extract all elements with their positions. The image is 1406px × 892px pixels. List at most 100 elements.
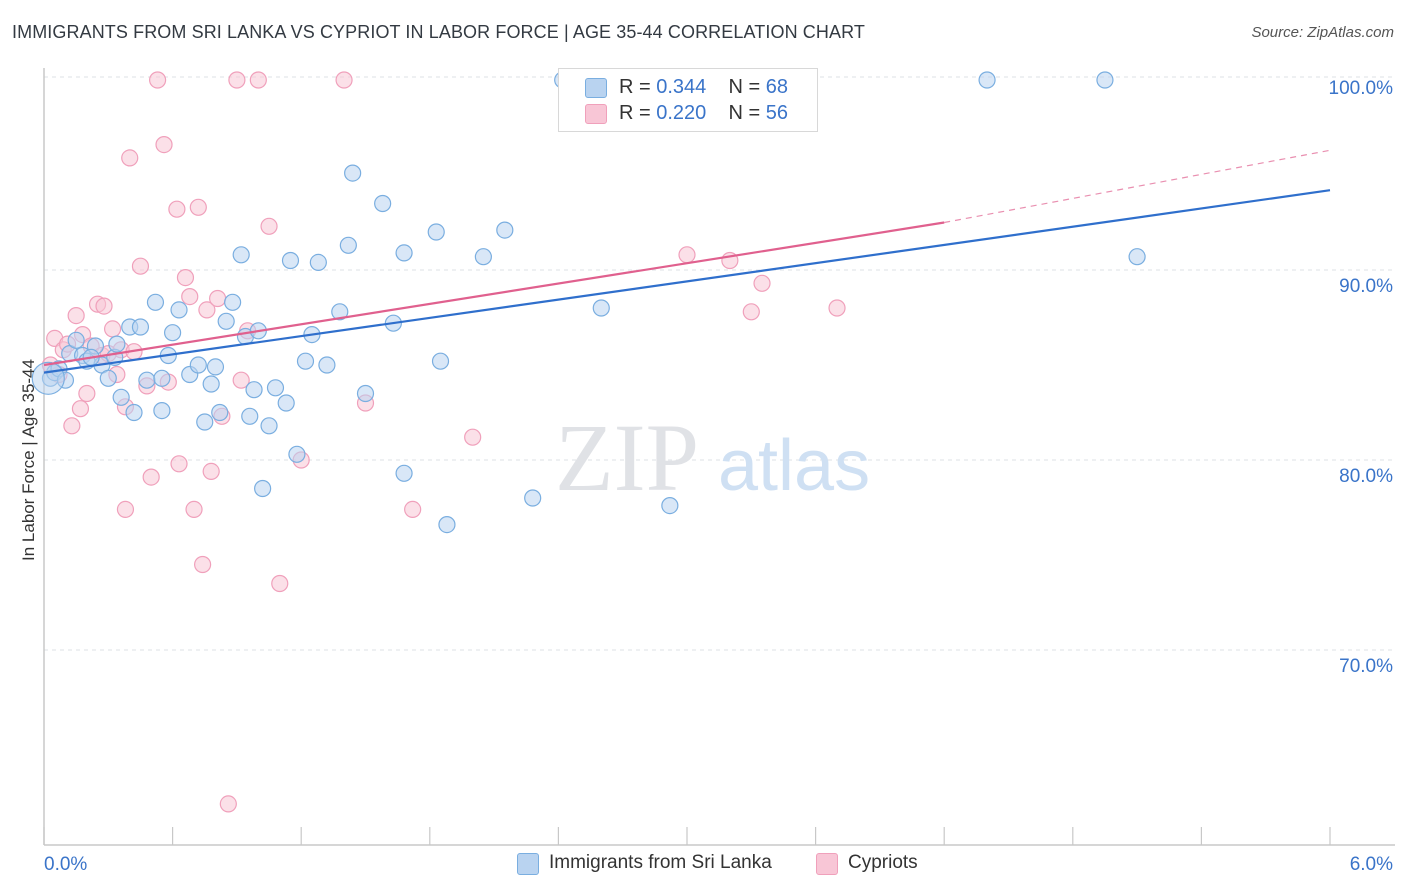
sri-lanka-point [211, 403, 229, 422]
sri-lanka-point [108, 335, 126, 353]
y-axis-title: In Labor Force | Age 35-44 [19, 359, 38, 561]
cypriot-point [202, 462, 220, 480]
legend-n-value: 56 [765, 102, 789, 124]
bottom-legend-label-blue: Immigrants from Sri Lanka [549, 852, 772, 873]
sri-lanka-point [1096, 71, 1114, 89]
legend-n-label: N = [728, 76, 766, 98]
legend-r-value: 0.220 [656, 102, 707, 124]
watermark-zip: ZIP [555, 404, 699, 511]
sri-lanka-point [427, 223, 445, 241]
cypriot-point [404, 500, 422, 518]
chart-title: IMMIGRANTS FROM SRI LANKA VS CYPRIOT IN … [12, 22, 865, 42]
sri-lanka-point [1128, 248, 1146, 266]
source-credit: Source: ZipAtlas.com [1251, 24, 1394, 41]
gridlines [44, 76, 1395, 651]
sri-lanka-point [438, 515, 456, 534]
sri-lanka-point [474, 248, 492, 266]
sri-lanka-point [202, 375, 220, 393]
sri-lanka-point [344, 164, 362, 182]
sri-lanka-point [592, 299, 610, 317]
sri-lanka-point [281, 251, 300, 270]
cypriot-point [170, 455, 188, 473]
y-tick-label: 70.0% [1339, 656, 1393, 677]
cypriot-point [260, 217, 278, 235]
sri-lanka-trend-line [43, 189, 1331, 374]
cypriot-point [678, 246, 696, 264]
cypriot-point [63, 417, 81, 435]
correlation-legend: R = 0.344 N = 68 R = 0.220 N = 56 [558, 68, 818, 132]
sri-lanka-point [241, 407, 259, 425]
cypriot-point [181, 288, 199, 306]
sri-lanka-point [67, 331, 85, 349]
sri-lanka-point [146, 293, 165, 311]
sri-lanka-point [189, 356, 207, 374]
sri-lanka-point [153, 402, 171, 420]
sri-lanka-point [153, 369, 171, 387]
sri-lanka-point [260, 417, 278, 435]
y-tick-labels: 70.0% 80.0% 90.0% 100.0% [1329, 78, 1394, 677]
cypriot-point [742, 303, 760, 321]
sri-lanka-point [296, 352, 315, 370]
cypriot-point [168, 200, 186, 218]
cypriot-trend-extension [944, 149, 1331, 224]
sri-lanka-point [978, 71, 996, 89]
sri-lanka-point [232, 246, 250, 264]
sri-lanka-point [254, 479, 272, 498]
cypriot-point [103, 320, 122, 338]
cypriot-point [95, 297, 113, 315]
legend-n-value: 68 [765, 76, 789, 98]
cypriot-point [78, 384, 96, 403]
bottom-legend-label-pink: Cypriots [848, 852, 918, 873]
sri-lanka-point [131, 318, 150, 336]
legend-r-value: 0.344 [656, 76, 707, 98]
sri-lanka-point [112, 388, 130, 406]
trend-lines [43, 149, 1331, 374]
sri-lanka-point [288, 445, 306, 463]
legend-r-label: R = [619, 76, 657, 98]
y-tick-label: 80.0% [1339, 466, 1393, 487]
cypriot-point [194, 555, 212, 574]
legend-n-label: N = [728, 102, 766, 124]
sri-lanka-point [125, 403, 143, 422]
x-tick-labels: 0.0% 6.0% [44, 854, 1393, 875]
x-tick-label: 6.0% [1350, 854, 1393, 875]
cypriot-trend-line [43, 221, 945, 367]
legend-swatch-pink [585, 104, 607, 124]
bottom-legend-swatch-blue [517, 853, 539, 875]
sri-lanka-point [356, 384, 375, 403]
cypriot-point [189, 198, 207, 216]
cypriot-point [228, 71, 246, 89]
sri-lanka-point [138, 371, 156, 389]
cypriot-point [335, 71, 353, 89]
sri-lanka-point [496, 221, 514, 239]
cypriot-point [155, 136, 173, 154]
sri-lanka-point [339, 236, 357, 254]
cypriot-point [67, 307, 85, 325]
x-tick-label: 0.0% [44, 854, 87, 875]
sri-lanka-point [524, 489, 542, 507]
y-tick-label: 90.0% [1339, 276, 1393, 297]
sri-lanka-point [245, 381, 263, 399]
cypriot-point [209, 289, 227, 308]
sri-lanka-point [206, 358, 225, 376]
cypriot-point [142, 468, 160, 486]
sri-lanka-point [196, 413, 214, 431]
sri-lanka-point [395, 464, 413, 482]
watermark-atlas: atlas [718, 426, 870, 506]
cypriot-point [464, 428, 482, 446]
cypriot-point [131, 257, 150, 275]
legend-r-label: R = [619, 102, 657, 124]
sri-lanka-point [331, 303, 349, 321]
sri-lanka-point [395, 244, 413, 262]
sri-lanka-point [224, 293, 242, 311]
cypriot-point [753, 274, 771, 292]
sri-lanka-point [277, 394, 295, 412]
cypriot-point [232, 371, 250, 389]
cypriot-point [219, 795, 237, 813]
watermark: ZIP atlas [555, 404, 870, 511]
cypriot-point [198, 301, 216, 319]
sri-lanka-point [266, 379, 285, 397]
sri-lanka-point [661, 497, 679, 515]
sri-lanka-point [318, 356, 336, 374]
